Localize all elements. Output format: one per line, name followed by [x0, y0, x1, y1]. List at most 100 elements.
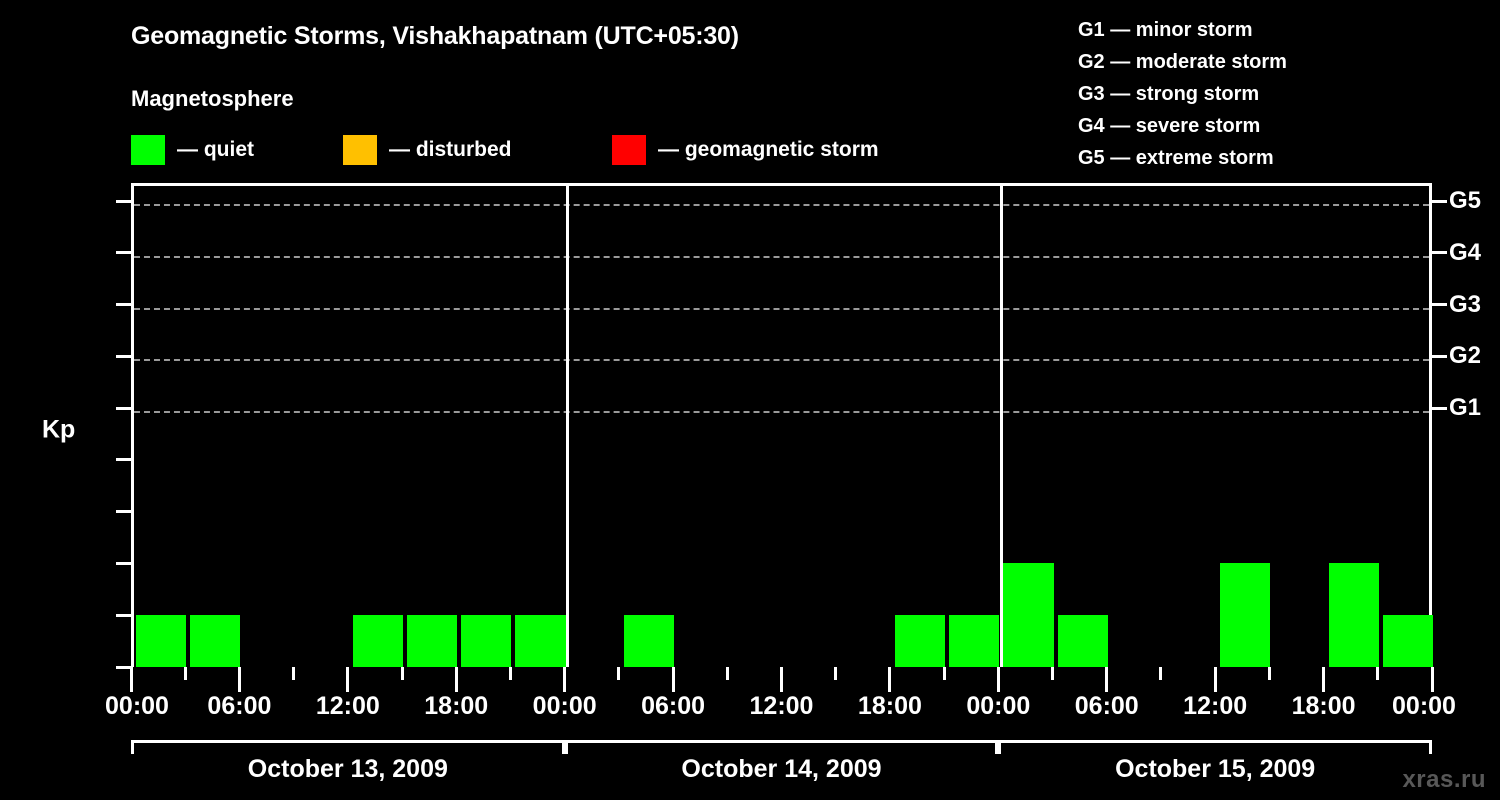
day-divider-2: [999, 186, 1003, 667]
x-tick-major: [1430, 667, 1434, 692]
plot-inner: [134, 186, 1433, 667]
x-tick-label: 18:00: [857, 692, 922, 720]
x-tick-minor: [725, 667, 729, 680]
kp-bar: [1057, 615, 1108, 667]
gscale-legend-item-4: G4 — severe storm: [1078, 115, 1261, 137]
magnetosphere-section-label: Magnetosphere: [131, 86, 294, 111]
date-bracket-3: [998, 740, 1432, 754]
date-bracket-1: [131, 740, 565, 754]
x-tick-label: 06:00: [1074, 692, 1139, 720]
y-tick-mark-0: [116, 665, 131, 669]
watermark: xras.ru: [1402, 766, 1486, 793]
quiet-legend-text: — quiet: [177, 137, 254, 161]
date-label-3: October 15, 2009: [1115, 755, 1316, 783]
y-tick-mark-4: [116, 458, 131, 462]
gridline-kp-8: [134, 255, 1429, 258]
x-tick-minor: [942, 667, 946, 680]
kp-bar: [136, 615, 187, 667]
kp-bar: [949, 615, 1000, 667]
date-label-1: October 13, 2009: [247, 755, 448, 783]
kp-bar: [1382, 615, 1433, 667]
y-axis-title: Kp: [42, 415, 76, 444]
x-tick-minor: [834, 667, 838, 680]
g-tick-label-G3: G3: [1449, 290, 1482, 318]
g-tick-mark-G3: [1432, 303, 1447, 307]
x-tick-label: 06:00: [207, 692, 272, 720]
x-tick-label: 18:00: [1291, 692, 1356, 720]
x-tick-label: 00:00: [532, 692, 597, 720]
gscale-legend-item-2: G2 — moderate storm: [1078, 51, 1287, 73]
date-label-2: October 14, 2009: [681, 755, 882, 783]
x-tick-label: 00:00: [966, 692, 1031, 720]
g-tick-label-G2: G2: [1449, 342, 1482, 370]
g-tick-label-G4: G4: [1449, 238, 1482, 266]
x-tick-major: [1105, 667, 1109, 692]
x-tick-major: [563, 667, 567, 692]
day-divider-1: [566, 186, 570, 667]
y-tick-mark-7: [116, 303, 131, 307]
x-tick-minor: [1376, 667, 1380, 680]
disturbed-legend-text: — disturbed: [389, 137, 512, 161]
page-title: Geomagnetic Storms, Vishakhapatnam (UTC+…: [131, 22, 739, 50]
quiet-legend-swatch-icon: [131, 135, 165, 165]
g-tick-label-G1: G1: [1449, 394, 1482, 422]
kp-bar: [407, 615, 458, 667]
kp-bar: [461, 615, 512, 667]
gridline-kp-5: [134, 411, 1429, 414]
storm-legend-swatch-icon: [612, 135, 646, 165]
x-tick-major: [1322, 667, 1326, 692]
x-tick-major: [346, 667, 350, 692]
g-tick-label-G5: G5: [1449, 187, 1482, 214]
x-tick-label: 18:00: [424, 692, 489, 720]
x-tick-minor: [617, 667, 621, 680]
x-tick-label: 12:00: [1183, 692, 1248, 720]
x-tick-minor: [183, 667, 187, 680]
g-tick-mark-G2: [1432, 354, 1447, 358]
x-tick-minor: [508, 667, 512, 680]
x-tick-minor: [400, 667, 404, 680]
x-tick-major: [237, 667, 241, 692]
gscale-legend-item-5: G5 — extreme storm: [1078, 147, 1274, 169]
kp-bar: [623, 615, 675, 667]
x-tick-label: 00:00: [1392, 692, 1456, 720]
x-tick-label: 12:00: [315, 692, 380, 720]
x-tick-major: [780, 667, 783, 692]
x-tick-minor: [1159, 667, 1163, 680]
disturbed-legend: — disturbed: [343, 133, 512, 167]
quiet-legend: — quiet: [131, 133, 254, 167]
kp-bar: [1328, 563, 1379, 667]
x-tick-major: [888, 667, 892, 692]
x-tick-major: [129, 667, 133, 692]
x-tick-minor: [1051, 667, 1055, 680]
storm-legend: — geomagnetic storm: [612, 133, 879, 167]
date-bracket-2: [564, 740, 999, 754]
g-tick-mark-G4: [1432, 251, 1447, 255]
x-tick-major: [454, 667, 458, 692]
kp-bar: [1220, 563, 1271, 667]
gridline-kp-9: [134, 204, 1429, 206]
y-tick-mark-8: [116, 251, 131, 255]
kp-bar: [352, 615, 404, 667]
x-tick-major: [671, 667, 675, 692]
y-tick-mark-3: [116, 510, 131, 514]
x-tick-label: 12:00: [749, 692, 814, 720]
y-tick-mark-1: [116, 613, 131, 617]
y-tick-mark-2: [116, 561, 131, 565]
y-tick-mark-5: [116, 406, 131, 410]
chart-plot-area: [131, 183, 1433, 667]
x-tick-minor: [292, 667, 296, 680]
x-tick-major: [996, 667, 1000, 692]
gscale-legend-item-3: G3 — strong storm: [1078, 83, 1260, 105]
y-tick-mark-6: [116, 354, 131, 358]
kp-bar: [190, 615, 241, 667]
g-tick-mark-G1: [1432, 406, 1447, 410]
x-tick-minor: [1267, 667, 1271, 680]
x-tick-major: [1213, 667, 1217, 692]
storm-legend-text: — geomagnetic storm: [658, 137, 879, 161]
g-tick-mark-G5: [1432, 199, 1447, 203]
x-tick-label: 06:00: [641, 692, 706, 720]
kp-bar: [1003, 563, 1054, 667]
kp-bar: [894, 615, 946, 667]
kp-bar: [515, 615, 566, 667]
gscale-legend-item-1: G1 — minor storm: [1078, 19, 1253, 41]
